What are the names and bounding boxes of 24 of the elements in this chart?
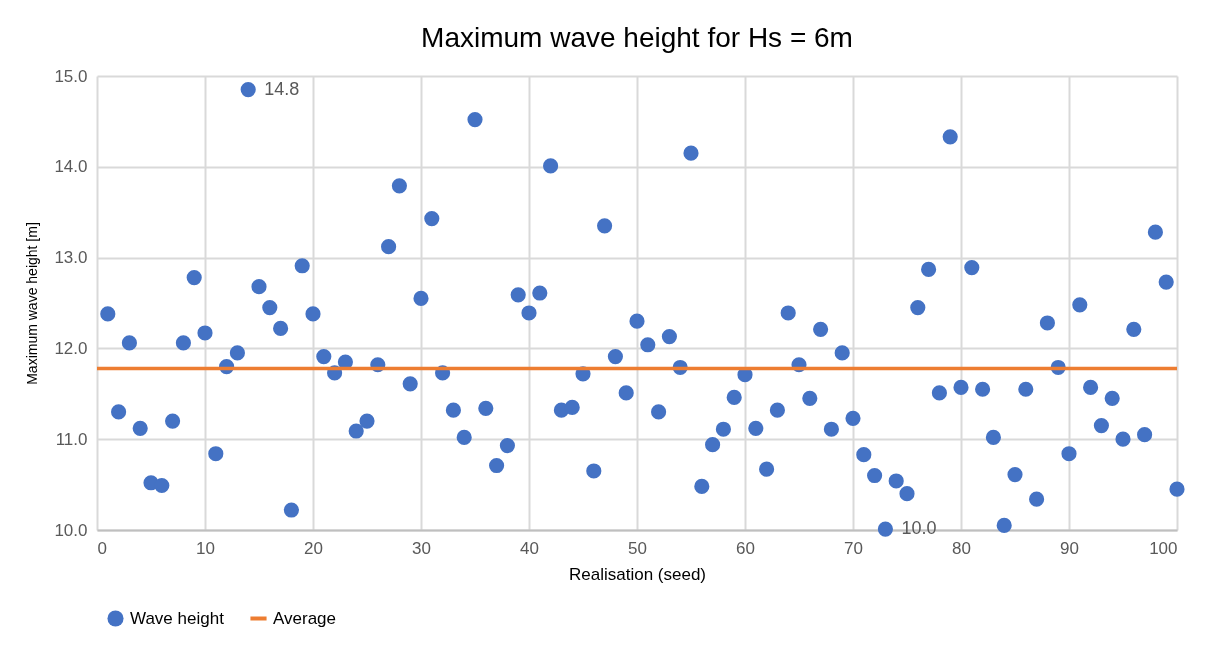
x-tick-label: 60	[736, 538, 755, 558]
y-axis-title: Maximum wave height [m]	[24, 222, 41, 385]
y-tick-label: 13.0	[54, 248, 88, 268]
x-tick-label: 30	[412, 538, 431, 558]
x-tick-label: 20	[304, 538, 323, 558]
x-tick-label: 100	[1149, 538, 1178, 558]
y-tick-label: 14.0	[54, 157, 88, 177]
x-tick-label: 90	[1060, 538, 1079, 558]
x-tick-label: 70	[844, 538, 863, 558]
data-label: 10.0	[901, 518, 937, 539]
data-label: 14.8	[264, 78, 300, 99]
x-axis-title: Realisation (seed)	[568, 564, 707, 584]
legend-label: Average	[273, 608, 337, 628]
y-tick-label: 10.0	[54, 520, 88, 540]
x-tick-label: 40	[520, 538, 539, 558]
y-tick-label: 15.0	[54, 66, 88, 86]
x-tick-label: 0	[97, 538, 107, 558]
x-tick-label: 50	[628, 538, 647, 558]
legend-label: Wave height	[130, 608, 225, 628]
x-tick-label: 10	[196, 538, 215, 558]
chart-title: Maximum wave height for Hs = 6m	[421, 22, 853, 53]
y-tick-label: 12.0	[54, 338, 88, 358]
x-tick-label: 80	[952, 538, 971, 558]
y-tick-label: 11.0	[55, 429, 88, 449]
